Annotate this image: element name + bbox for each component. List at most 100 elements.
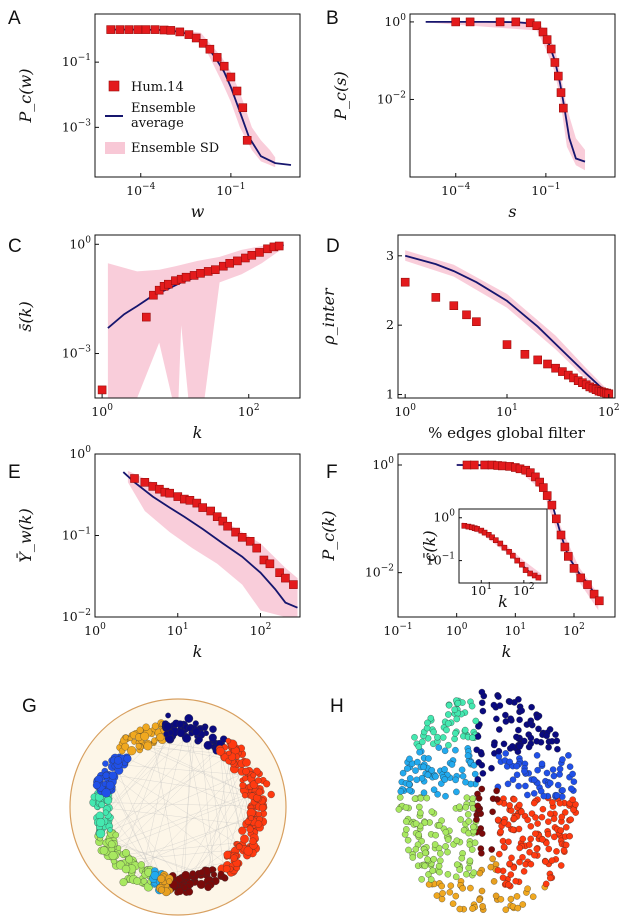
network-node bbox=[133, 877, 142, 885]
brain-node bbox=[417, 809, 424, 817]
brain-node bbox=[412, 767, 419, 774]
brain-node bbox=[528, 703, 535, 711]
brain-node bbox=[459, 772, 467, 780]
brain-node bbox=[475, 759, 483, 766]
brain-node bbox=[496, 702, 504, 709]
brain-node bbox=[493, 796, 501, 803]
brain-node bbox=[500, 843, 508, 851]
network-node bbox=[102, 809, 109, 816]
brain-node bbox=[565, 752, 572, 759]
brain-node bbox=[418, 876, 425, 883]
network-node bbox=[254, 777, 262, 784]
network-node bbox=[255, 788, 263, 796]
panel-f-inset-xtick-label-0: 101 bbox=[470, 582, 492, 598]
brain-node bbox=[542, 880, 550, 888]
panel-d-marker-0 bbox=[400, 277, 410, 287]
brain-node bbox=[474, 802, 482, 810]
brain-node bbox=[457, 816, 464, 823]
brain-node bbox=[402, 804, 410, 811]
panel-b-chart: 10−4 10−1 10−2 100 s P_c(s) bbox=[331, 13, 616, 221]
brain-node bbox=[527, 823, 535, 830]
brain-node bbox=[497, 828, 504, 835]
panel-f-marker-2 bbox=[480, 460, 490, 470]
brain-node bbox=[441, 766, 448, 773]
brain-node bbox=[470, 762, 478, 769]
network-node bbox=[248, 815, 254, 821]
network-node bbox=[201, 725, 208, 732]
panel-f-inset-marker-19 bbox=[535, 574, 542, 581]
panel-f-marker-22 bbox=[583, 580, 592, 589]
brain-node bbox=[506, 802, 513, 809]
network-node bbox=[226, 750, 232, 756]
panel-c-marker-11 bbox=[203, 267, 213, 276]
panel-c-marker-8 bbox=[181, 272, 191, 282]
brain-node bbox=[520, 737, 528, 745]
brain-node bbox=[515, 726, 522, 734]
brain-node bbox=[524, 791, 531, 799]
brain-node bbox=[515, 782, 522, 790]
panel-f-xtick-label-1: 100 bbox=[446, 622, 468, 638]
panel-a-marker-0 bbox=[106, 25, 115, 34]
brain-node bbox=[507, 871, 515, 878]
brain-node bbox=[516, 743, 523, 750]
brain-node bbox=[515, 825, 523, 833]
panel-f-inset-ylabel: c̄(k) bbox=[420, 530, 439, 561]
legend-label-sd: Ensemble SD bbox=[131, 141, 219, 156]
brain-node bbox=[469, 905, 476, 912]
brain-node bbox=[542, 858, 549, 865]
network-link bbox=[127, 758, 252, 814]
panel-e-sd-band bbox=[127, 470, 298, 617]
network-node bbox=[182, 733, 192, 743]
panel-f-marker-20 bbox=[569, 564, 579, 573]
panel-c-xtick-label-1: 102 bbox=[238, 403, 260, 419]
panel-e-marker-21 bbox=[275, 568, 284, 578]
network-node bbox=[121, 864, 131, 874]
brain-node bbox=[494, 816, 502, 824]
network-node bbox=[96, 829, 106, 839]
panel-e-ytick-label-2: 100 bbox=[69, 445, 91, 461]
network-node bbox=[181, 870, 191, 880]
brain-node bbox=[556, 771, 563, 778]
panel-a-marker-1 bbox=[115, 25, 125, 34]
brain-node bbox=[405, 846, 412, 854]
network-node bbox=[157, 874, 166, 883]
network-node bbox=[192, 727, 201, 736]
network-node bbox=[222, 865, 231, 873]
brain-node bbox=[549, 799, 556, 806]
brain-node bbox=[428, 767, 436, 774]
brain-node bbox=[432, 773, 439, 780]
panel-e-xlabel: k bbox=[193, 642, 203, 661]
brain-node bbox=[446, 889, 454, 896]
brain-node bbox=[472, 717, 480, 725]
brain-node bbox=[551, 833, 558, 841]
brain-node bbox=[435, 744, 443, 751]
brain-node bbox=[417, 795, 425, 802]
brain-node bbox=[462, 778, 469, 786]
brain-node bbox=[532, 814, 539, 821]
brain-node bbox=[456, 866, 463, 873]
brain-node bbox=[474, 776, 482, 783]
network-node bbox=[142, 723, 150, 731]
panel-c-marker-21 bbox=[274, 241, 284, 251]
brain-node bbox=[510, 815, 518, 822]
panel-a-marker-13 bbox=[212, 53, 222, 62]
panel-d-marker-6 bbox=[520, 349, 530, 359]
panel-e-marker-9 bbox=[192, 498, 202, 508]
panel-f-axes-frame bbox=[397, 453, 616, 618]
brain-node bbox=[554, 745, 561, 753]
network-node bbox=[150, 871, 160, 880]
brain-node bbox=[437, 850, 444, 857]
brain-node bbox=[476, 869, 484, 877]
brain-node bbox=[447, 882, 455, 889]
brain-node bbox=[557, 862, 565, 869]
brain-node bbox=[524, 816, 531, 824]
panel-f-inset-marker-10 bbox=[497, 540, 504, 547]
charts-layer: 10−4 10−1 10−3 10−1 w P_c(w) Hum.14 Ensembleave… bbox=[15, 13, 620, 661]
brain-node bbox=[424, 719, 431, 727]
panel-b-ytick-label-1: 100 bbox=[384, 13, 406, 29]
brain-node bbox=[544, 831, 552, 838]
brain-node bbox=[520, 868, 528, 875]
network-node bbox=[246, 825, 254, 833]
network-node bbox=[92, 781, 101, 790]
